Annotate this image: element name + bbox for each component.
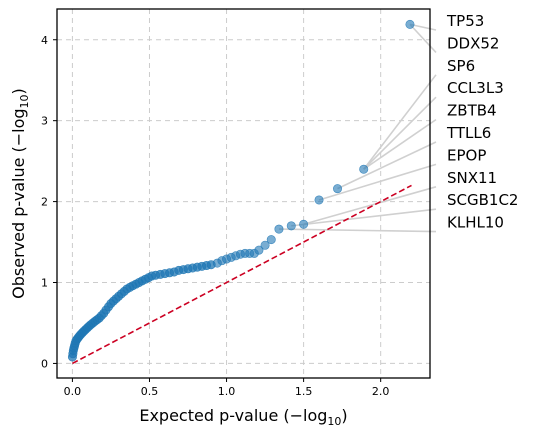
label-connector — [363, 74, 437, 170]
x-tick-label: 1.5 — [295, 385, 313, 398]
x-tick-label: 1.0 — [218, 385, 236, 398]
plot-frame — [56, 8, 431, 379]
labeled-data-point — [299, 219, 309, 229]
label-connector — [363, 118, 437, 170]
label-connector — [303, 186, 437, 226]
gene-label: SCGB1C2 — [447, 191, 518, 209]
gene-label: ZBTB4 — [447, 102, 497, 120]
x-axis-title-suffix: ) — [341, 406, 347, 425]
labeled-data-point — [405, 19, 415, 29]
gene-labels-layer: TP53 DDX52 SP6 CCL3L3 ZBTB4 TTLL6 EPOP SNX11 SCG… — [446, 12, 518, 232]
axis-ticks-layer: 0.0 0.5 1.0 1.5 2.0 0 1 2 3 4 — [41, 34, 389, 398]
gene-label: TP53 — [446, 12, 484, 30]
data-point — [260, 240, 270, 250]
reference-line-layer — [72, 184, 412, 365]
data-point — [254, 245, 264, 255]
labeled-data-point — [274, 224, 284, 234]
gene-label: SP6 — [447, 57, 475, 75]
label-connector — [363, 96, 437, 170]
gene-label: KLHL10 — [447, 214, 504, 232]
label-connector — [291, 208, 437, 227]
y-tick-label: 2 — [41, 196, 48, 209]
grid-layer — [57, 9, 430, 378]
gene-label: EPOP — [447, 146, 486, 164]
x-tick-label: 0.5 — [141, 385, 159, 398]
gene-label: TTLL6 — [446, 124, 491, 142]
x-axis-title: Expected p-value (−log10) — [139, 406, 347, 428]
label-connector — [337, 141, 437, 190]
labeled-data-point — [359, 164, 369, 174]
x-tick-label: 0.0 — [64, 385, 82, 398]
gene-label: CCL3L3 — [447, 79, 504, 97]
y-tick-label: 0 — [41, 357, 48, 370]
annotation-connectors — [278, 23, 437, 233]
x-axis-title-main: Expected p-value (−log — [139, 406, 327, 425]
y-tick-label: 1 — [41, 277, 48, 290]
y-axis-title: Observed p-value (−log10) — [9, 88, 31, 299]
label-connector — [318, 163, 437, 201]
y-tick-label: 3 — [41, 115, 48, 128]
x-tick-label: 2.0 — [372, 385, 390, 398]
x-axis-title-sub: 10 — [327, 415, 341, 428]
data-points-layer — [67, 19, 415, 362]
labeled-data-point — [286, 221, 296, 231]
labeled-data-point — [314, 195, 324, 205]
label-connector — [409, 23, 437, 53]
y-axis-title-suffix: ) — [9, 88, 28, 94]
data-point — [266, 235, 276, 245]
y-axis-title-sub: 10 — [18, 94, 31, 108]
reference-line — [72, 184, 412, 365]
gene-label: DDX52 — [447, 34, 499, 52]
y-tick-label: 4 — [41, 34, 48, 47]
labeled-data-point — [333, 184, 343, 194]
gene-label: SNX11 — [447, 169, 497, 187]
y-axis-title-main: Observed p-value (−log — [9, 108, 28, 298]
label-connector — [278, 228, 437, 233]
